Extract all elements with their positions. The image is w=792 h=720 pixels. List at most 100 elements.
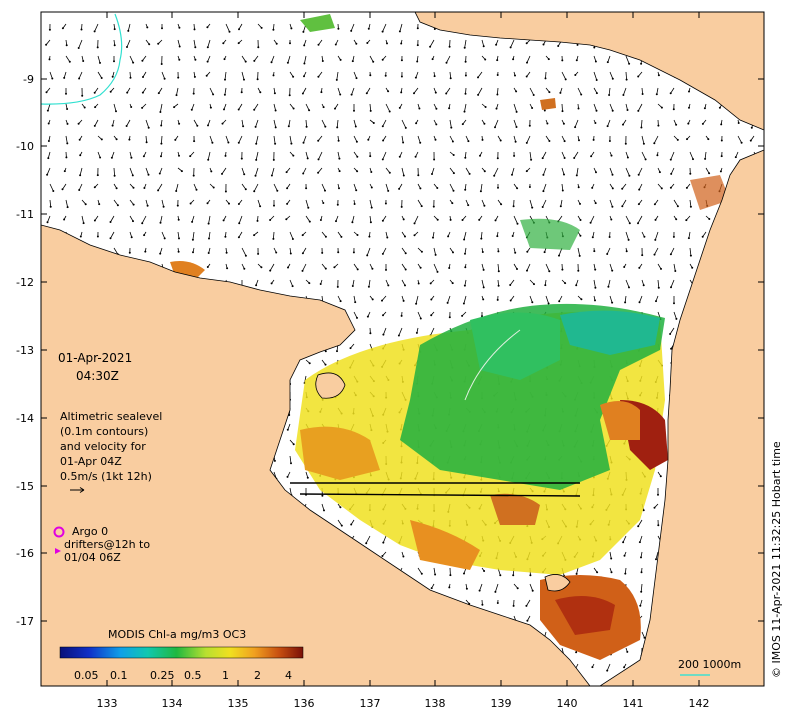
velocity-arrow-head: [274, 143, 276, 145]
velocity-arrow-head: [464, 189, 466, 191]
velocity-arrow-head: [497, 250, 499, 252]
velocity-arrow-head: [389, 111, 391, 113]
velocity-arrow-head: [207, 61, 209, 63]
velocity-arrow-head: [306, 126, 308, 128]
velocity-arrow-head: [85, 203, 87, 205]
velocity-arrow-head: [355, 43, 357, 45]
velocity-arrow-head: [98, 203, 100, 205]
velocity-arrow-head: [415, 77, 417, 79]
velocity-arrow-head: [382, 31, 384, 33]
velocity-arrow-head: [512, 58, 514, 60]
velocity-arrow-head: [337, 286, 339, 288]
velocity-arrow-head: [178, 27, 180, 29]
lon-tick-label: 134: [162, 697, 183, 710]
velocity-arrow-head: [580, 298, 582, 300]
velocity-arrow-head: [371, 207, 373, 209]
velocity-arrow-head: [548, 58, 550, 60]
velocity-arrow-head: [191, 109, 193, 111]
velocity-arrow-head: [302, 31, 304, 33]
colorbar-label: 2: [254, 669, 261, 682]
velocity-arrow-head: [324, 126, 326, 128]
velocity-arrow-head: [274, 460, 276, 462]
velocity-arrow-head: [224, 236, 226, 238]
velocity-arrow-head: [702, 123, 704, 125]
velocity-arrow-head: [399, 156, 401, 158]
velocity-arrow-head: [287, 267, 289, 269]
lon-tick-label: 136: [294, 697, 315, 710]
velocity-arrow-head: [594, 287, 596, 289]
velocity-arrow-head: [286, 187, 288, 189]
velocity-arrow-head: [336, 126, 338, 128]
velocity-arrow-head: [580, 94, 582, 96]
velocity-arrow-head: [130, 77, 132, 79]
velocity-arrow-head: [141, 107, 143, 109]
velocity-arrow-head: [272, 238, 274, 240]
velocity-arrow-head: [690, 206, 692, 208]
velocity-arrow-head: [593, 47, 595, 49]
velocity-arrow-head: [110, 237, 112, 239]
velocity-arrow-head: [289, 42, 291, 44]
velocity-arrow-head: [94, 186, 96, 188]
velocity-arrow-head: [112, 76, 114, 78]
velocity-arrow-head: [355, 189, 357, 191]
velocity-arrow-head: [78, 47, 80, 49]
velocity-arrow-head: [161, 63, 163, 65]
velocity-arrow-head: [675, 218, 677, 220]
velocity-arrow-head: [660, 268, 662, 270]
velocity-arrow-head: [482, 251, 484, 253]
velocity-arrow-head: [97, 174, 99, 176]
velocity-arrow-head: [382, 59, 384, 61]
velocity-arrow-head: [509, 284, 511, 286]
velocity-arrow-head: [276, 190, 278, 192]
velocity-arrow-head: [196, 189, 198, 191]
velocity-arrow-head: [483, 286, 485, 288]
velocity-arrow-head: [688, 237, 690, 239]
velocity-arrow-head: [496, 59, 498, 61]
velocity-arrow-head: [481, 604, 483, 606]
velocity-arrow-head: [382, 140, 384, 142]
velocity-arrow-head: [353, 110, 355, 112]
velocity-arrow-head: [513, 205, 515, 207]
velocity-arrow-head: [531, 107, 533, 109]
velocity-arrow-head: [670, 286, 672, 288]
velocity-arrow-head: [453, 172, 455, 174]
velocity-arrow-head: [564, 157, 566, 159]
velocity-arrow-head: [688, 107, 690, 109]
lat-tick-label: -13: [16, 344, 34, 357]
velocity-arrow-head: [113, 60, 115, 62]
colorbar-label: 4: [285, 669, 292, 682]
velocity-arrow-head: [496, 235, 498, 237]
velocity-arrow-head: [381, 300, 383, 302]
velocity-arrow-head: [82, 60, 84, 62]
velocity-arrow-head: [339, 94, 341, 96]
velocity-arrow-head: [557, 45, 559, 47]
velocity-arrow-head: [692, 158, 694, 160]
velocity-arrow-head: [436, 187, 438, 189]
velocity-arrow-head: [325, 364, 327, 366]
velocity-arrow-head: [592, 236, 594, 238]
velocity-arrow-head: [542, 174, 544, 176]
velocity-arrow-head: [399, 30, 401, 32]
velocity-arrow-head: [255, 126, 257, 128]
velocity-arrow-head: [194, 28, 196, 30]
velocity-arrow-head: [193, 140, 195, 142]
lon-tick-label: 141: [623, 697, 644, 710]
velocity-arrow-head: [639, 301, 641, 303]
velocity-arrow-head: [596, 110, 598, 112]
velocity-arrow-head: [642, 93, 644, 95]
velocity-arrow-head: [94, 106, 96, 108]
velocity-arrow-head: [561, 269, 563, 271]
velocity-arrow-head: [369, 332, 371, 334]
velocity-arrow-head: [212, 93, 214, 95]
velocity-arrow-head: [595, 202, 597, 204]
velocity-arrow-head: [499, 574, 501, 576]
velocity-arrow-head: [721, 155, 723, 157]
velocity-arrow-head: [463, 303, 465, 305]
velocity-arrow-head: [659, 171, 661, 173]
velocity-arrow-head: [288, 125, 290, 127]
velocity-arrow-head: [193, 175, 195, 177]
velocity-arrow-head: [656, 154, 658, 156]
velocity-arrow-head: [99, 157, 101, 159]
velocity-arrow-head: [174, 139, 176, 141]
velocity-arrow-head: [576, 174, 578, 176]
